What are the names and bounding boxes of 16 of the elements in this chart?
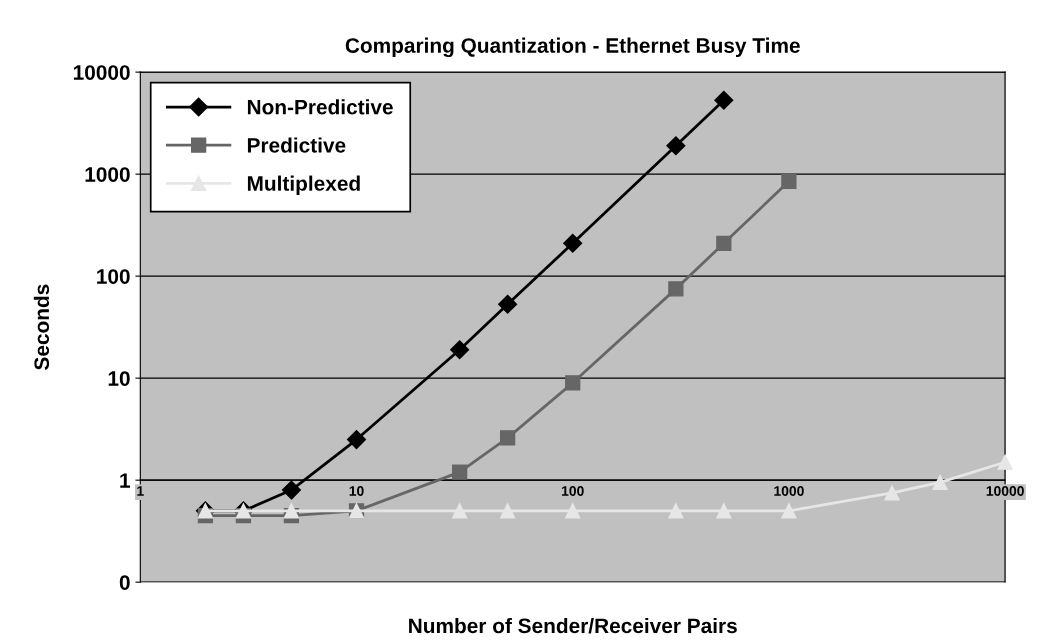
chart-title: Comparing Quantization - Ethernet Busy Time xyxy=(345,37,800,58)
legend-label: Non-Predictive xyxy=(247,99,393,115)
y-tick-label: 1000 xyxy=(85,167,130,182)
y-tick-label: 0 xyxy=(119,575,130,590)
x-tick-label: 1 xyxy=(137,486,144,496)
y-tick-label: 10000 xyxy=(73,65,130,80)
legend-label: Multiplexed xyxy=(247,175,360,195)
x-tick-label: 10 xyxy=(349,486,364,496)
x-tick-label: 1000 xyxy=(774,486,804,496)
legend-label: Predictive xyxy=(247,137,346,153)
y-tick-label: 10 xyxy=(108,371,130,386)
x-axis-title: Number of Sender/Receiver Pairs xyxy=(409,617,737,634)
x-tick-label: 100 xyxy=(562,486,584,496)
y-axis-title: Seconds xyxy=(33,284,50,370)
x-tick-label: 10000 xyxy=(986,486,1024,496)
y-tick-label: 100 xyxy=(97,269,130,284)
